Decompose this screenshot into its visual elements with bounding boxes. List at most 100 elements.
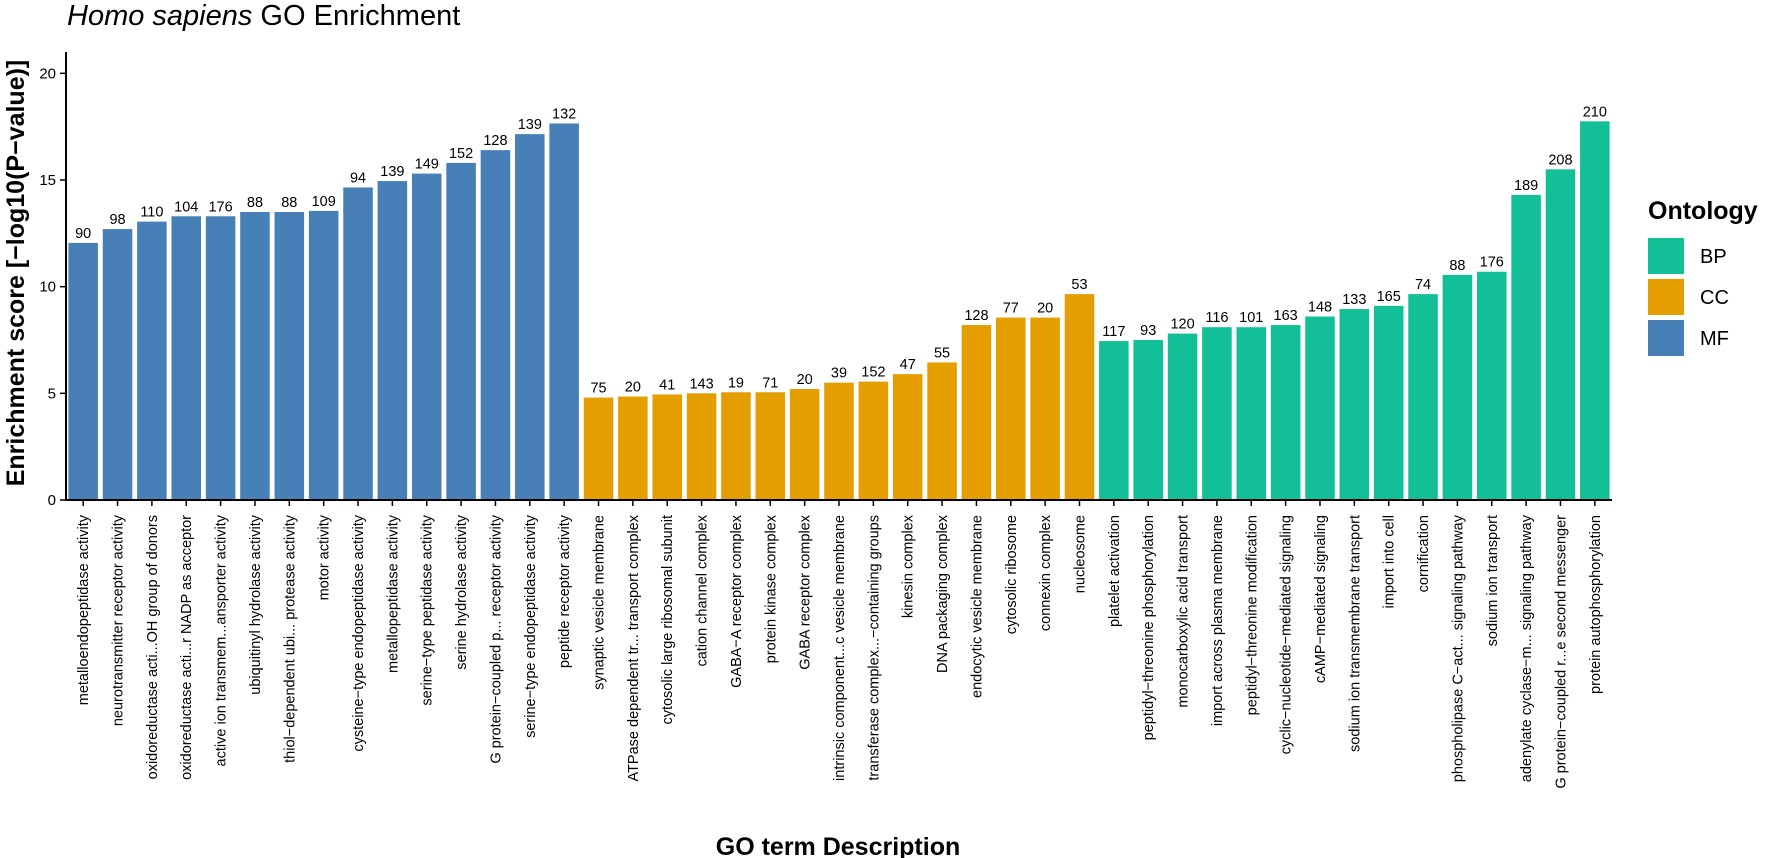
legend-label-cc: CC <box>1700 287 1729 309</box>
bar-cc <box>755 392 786 500</box>
x-tick-label: synaptic vesicle membrane <box>592 515 608 690</box>
bar-value-label: 208 <box>1548 152 1572 168</box>
bar-value-label: 132 <box>552 106 576 122</box>
x-tick-label: oxidoreductase acti...r NADP as acceptor <box>179 515 195 780</box>
x-tick-label: DNA packaging complex <box>935 514 951 673</box>
bar-value-label: 94 <box>350 170 366 186</box>
y-tick-label: 10 <box>39 279 56 296</box>
bar-mf <box>205 216 236 500</box>
bar-value-label: 109 <box>312 194 336 210</box>
x-tick-label: phospholipase C−act... signaling pathway <box>1450 514 1466 782</box>
bar-value-label: 163 <box>1274 308 1298 324</box>
x-tick-label: oxidoreductase acti...OH group of donors <box>145 515 161 779</box>
bar-value-label: 88 <box>281 195 297 211</box>
bar-bp <box>1373 305 1404 500</box>
bar-value-label: 110 <box>140 205 163 221</box>
legend-label-mf: MF <box>1700 328 1729 350</box>
bar-value-label: 55 <box>934 345 950 361</box>
x-tick-label: G protein−coupled r...e second messenger <box>1553 515 1569 789</box>
x-tick-label: peptidyl−threonine modification <box>1244 515 1260 715</box>
bar-cc <box>892 374 923 500</box>
x-tick-label: platelet activation <box>1107 515 1123 627</box>
x-tick-label: neurotransmitter receptor activity <box>111 514 127 726</box>
bar-value-label: 143 <box>689 376 713 392</box>
bar-mf <box>274 212 305 500</box>
bar-cc <box>996 317 1026 500</box>
x-tick-label: cysteine−type endopeptidase activity <box>351 514 367 751</box>
bar-cc <box>583 397 614 500</box>
bar-value-label: 152 <box>861 365 885 381</box>
bar-value-label: 139 <box>518 117 542 133</box>
bar-value-label: 75 <box>590 381 606 397</box>
x-tick-label: cornification <box>1416 515 1432 592</box>
bar-mf <box>308 210 339 500</box>
bar-bp <box>1339 309 1370 500</box>
x-tick-label: GABA−A receptor complex <box>729 514 745 688</box>
bar-mf <box>377 181 408 501</box>
bar-value-label: 53 <box>1071 277 1087 293</box>
bar-value-label: 148 <box>1308 300 1332 316</box>
y-tick-label: 0 <box>48 492 56 509</box>
bar-value-label: 74 <box>1415 277 1431 293</box>
bar-mf <box>137 221 167 500</box>
x-tick-label: serine−type endopeptidase activity <box>523 514 539 738</box>
x-tick-label: nucleosome <box>1072 515 1088 593</box>
bar-cc <box>858 381 889 500</box>
x-tick-label: cation channel complex <box>695 514 711 666</box>
bar-value-label: 47 <box>900 357 916 373</box>
bar-cc <box>789 389 820 500</box>
bar-value-label: 116 <box>1205 310 1228 326</box>
bar-value-label: 88 <box>247 195 263 211</box>
bar-mf <box>480 150 511 500</box>
x-tick-label: intrinsic component...c vesicle membrane <box>832 515 848 781</box>
x-tick-label: active ion transmem...ansporter activity <box>214 514 230 766</box>
legend-swatch-bp <box>1648 238 1684 274</box>
bar-mf <box>446 162 476 500</box>
x-tick-label: cAMP−mediated signaling <box>1313 515 1329 683</box>
bar-bp <box>1099 341 1129 500</box>
bar-cc <box>618 396 648 500</box>
bar-mf <box>68 242 98 500</box>
bar-value-label: 20 <box>1037 301 1053 317</box>
bar-value-label: 98 <box>109 212 125 228</box>
x-tick-label: serine hydrolase activity <box>454 514 470 669</box>
bar-value-label: 90 <box>75 226 91 242</box>
bar-value-label: 139 <box>380 164 404 180</box>
bar-value-label: 165 <box>1377 289 1401 305</box>
bar-bp <box>1580 121 1610 500</box>
x-tick-label: cytosolic large ribosomal subunit <box>660 515 676 725</box>
x-tick-label: metallopeptidase activity <box>385 514 401 673</box>
bar-bp <box>1236 327 1267 500</box>
bar-bp <box>1202 327 1232 500</box>
bar-bp <box>1270 325 1301 500</box>
y-tick-label: 5 <box>48 385 56 402</box>
bar-value-label: 152 <box>449 146 473 162</box>
x-tick-label: protein autophosphorylation <box>1588 515 1604 694</box>
bar-value-label: 176 <box>1480 255 1504 271</box>
bar-bp <box>1133 340 1163 500</box>
x-tick-label: motor activity <box>317 514 333 600</box>
bar-value-label: 176 <box>208 199 232 215</box>
bar-bp <box>1167 333 1198 500</box>
bar-value-label: 210 <box>1583 104 1607 120</box>
x-tick-label: endocytic vesicle membrane <box>969 515 985 698</box>
x-tick-label: ubiquitinyl hydrolase activity <box>248 514 264 694</box>
x-tick-label: kinesin complex <box>901 514 917 618</box>
bar-cc <box>652 394 682 500</box>
bar-mf <box>549 123 579 500</box>
plot-area: 0 5 10 15 20 90 metalloendopeptidase activity 9… <box>39 65 1610 789</box>
bar-value-label: 104 <box>174 199 198 215</box>
y-axis-title: Enrichment score [−log10(P−value)] <box>2 60 30 487</box>
x-tick-label: cytosolic ribosome <box>1004 515 1020 634</box>
bar-mf <box>102 229 133 501</box>
x-tick-label: cyclic−nucleotide−mediated signaling <box>1279 515 1295 754</box>
bar-cc <box>721 392 751 500</box>
bar-value-label: 149 <box>415 157 439 173</box>
bar-value-label: 128 <box>483 133 507 149</box>
bar-bp <box>1511 194 1541 500</box>
bar-bp <box>1408 294 1438 500</box>
x-tick-label: G protein−coupled p... receptor activity <box>488 514 504 763</box>
bar-value-label: 77 <box>1003 301 1019 317</box>
x-tick-label: import across plasma membrane <box>1210 515 1226 726</box>
